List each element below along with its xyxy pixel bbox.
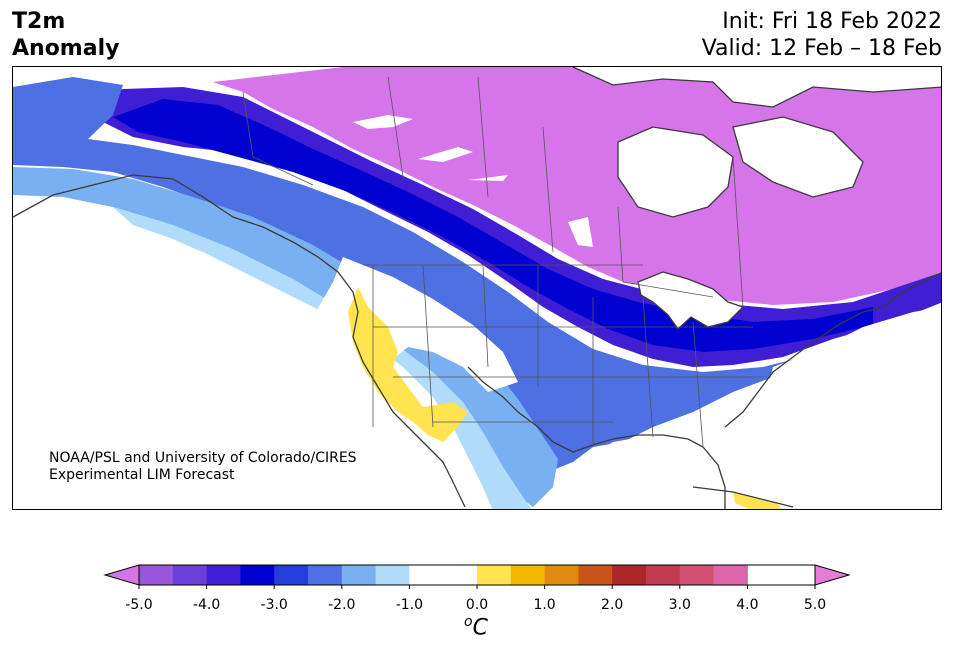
colorbar-tick-label: 1.0 [533, 597, 556, 613]
lake-shape [568, 217, 593, 247]
colorbar-bin [409, 565, 444, 585]
forecast-dates: Init: Fri 18 Feb 2022 Valid: 12 Feb – 18… [702, 8, 942, 62]
colorbar-bin [240, 565, 275, 585]
colorbar-unit-label: oC [440, 614, 512, 640]
colorbar-bin [713, 565, 748, 585]
colorbar-ticks [138, 585, 816, 589]
anomaly-region-marginal-cold [113, 207, 532, 509]
title-line-1: T2m [12, 9, 66, 34]
credit-line-2: Experimental LIM Forecast [49, 467, 235, 483]
colorbar-bin [341, 565, 377, 585]
colorbar-bin [679, 565, 715, 585]
colorbar-tick-label: 4.0 [736, 597, 759, 613]
colorbar-over-arrow [814, 564, 851, 586]
colorbar-bin [510, 565, 546, 585]
pacific-ocean [13, 207, 413, 509]
arctic-water [573, 67, 941, 107]
anomaly-region-warm-caribbean [733, 492, 782, 509]
colorbar-bin [308, 565, 343, 585]
colorbar-bin [646, 565, 681, 585]
credit-line-1: NOAA/PSL and University of Colorado/CIRE… [49, 450, 357, 466]
title-line-2: Anomaly [12, 36, 120, 61]
colorbar-bin [612, 565, 647, 585]
colorbar-bin [375, 565, 410, 585]
colorbar-tick-label: -1.0 [395, 597, 424, 613]
colorbar-bin [544, 565, 579, 585]
lake-shape [418, 147, 473, 162]
colorbar-bin [172, 565, 208, 585]
hudson-bay [618, 127, 733, 217]
unit-celsius: C [472, 615, 488, 641]
colorbar-tick-label: 5.0 [803, 597, 827, 613]
colorbar-tick-label: -4.0 [192, 597, 221, 613]
anomaly-region-neutral [313, 257, 518, 412]
colorbar-tick-label: 0.0 [465, 597, 489, 613]
anomaly-map-svg [13, 67, 941, 509]
colorbar-bin [139, 565, 174, 585]
credit-text: NOAA/PSL and University of Colorado/CIRE… [49, 450, 357, 484]
colorbar-bin [443, 565, 478, 585]
colorbar-tick-label: -5.0 [125, 597, 153, 613]
anomaly-map [12, 66, 942, 510]
lake-shape [468, 175, 508, 181]
colorbar-bin [274, 565, 309, 585]
anomaly-region-warm-west [348, 287, 468, 442]
gulf-of-mexico [573, 435, 713, 509]
colorbar-bin [477, 565, 512, 585]
lake-shape [353, 115, 413, 129]
colorbar-bin [578, 565, 613, 585]
colorbar-tick-label: -3.0 [260, 597, 288, 613]
colorbar-bin [206, 565, 241, 585]
colorbar [103, 564, 851, 589]
init-date: Init: Fri 18 Feb 2022 [722, 9, 942, 34]
unit-degree-mark: o [464, 614, 473, 630]
map-title: T2m Anomaly [12, 8, 119, 62]
atlantic-ocean [748, 307, 941, 509]
coastlines [13, 67, 941, 509]
valid-date-range: Valid: 12 Feb – 18 Feb [701, 36, 942, 61]
colorbar-tick-label: 2.0 [601, 597, 624, 613]
great-lakes [638, 272, 743, 329]
colorbar-tick-label: -2.0 [328, 597, 356, 613]
anomaly-region-moderate-cold [13, 77, 803, 472]
colorbar-bins [139, 565, 748, 585]
political-borders [242, 76, 763, 448]
colorbar-tick-label: 3.0 [668, 597, 691, 613]
anomaly-region-cold-core [113, 99, 873, 352]
colorbar-under-arrow [103, 564, 140, 586]
